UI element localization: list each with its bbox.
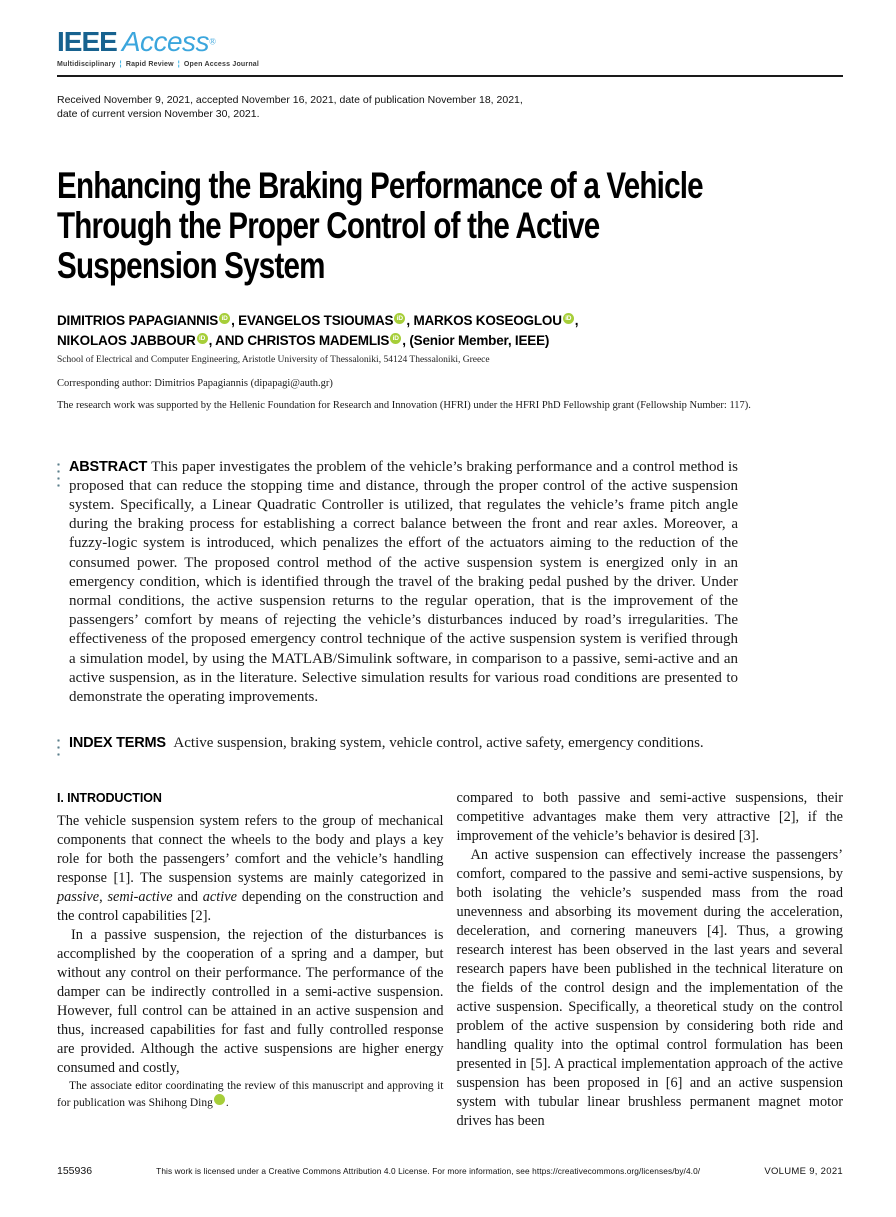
intro-paragraph-1: The vehicle suspension system refers to … (57, 812, 444, 926)
tagline-separator: ¦ (119, 61, 122, 68)
journal-tagline: Multidisciplinary ¦ Rapid Review ¦ Open Acce… (57, 61, 843, 68)
index-terms-section: INDEX TERMS Active suspension, braking s… (57, 734, 738, 758)
author-name: DIMITRIOS PAPAGIANNIS (57, 313, 219, 328)
index-terms-text: Active suspension, braking system, vehic… (173, 735, 704, 752)
paragraph-text: The vehicle suspension system refers to … (57, 813, 444, 887)
abstract-section: ABSTRACT This paper investigates the pro… (57, 458, 738, 708)
tagline-item: Multidisciplinary (57, 61, 116, 68)
emphasis-text: active (202, 889, 237, 906)
intro-paragraph-3: compared to both passive and semi-active… (456, 790, 844, 845)
paper-title: Enhancing the Braking Performance of a V… (57, 166, 843, 286)
ieee-access-logo: IEEE Access® (57, 26, 843, 58)
page-footer: 155936 This work is licensed under a Cre… (57, 1165, 843, 1177)
funding-note: The research work was supported by the H… (57, 400, 751, 411)
volume-label: VOLUME 9, 2021 (764, 1166, 843, 1177)
tagline-item: Open Access Journal (183, 61, 260, 68)
author-line: NIKOLAOS JABBOUR iD, AND CHRISTOS MADEMLI… (57, 331, 843, 351)
author-separator: , (574, 313, 579, 328)
author-name: CHRISTOS MADEMLIS (247, 333, 390, 348)
intro-paragraph-4: An active suspension can effectively inc… (456, 847, 844, 1130)
header-divider (57, 75, 843, 77)
emphasis-text: passive (57, 889, 100, 906)
intro-paragraph-2: In a passive suspension, the rejection o… (57, 927, 444, 1077)
title-line: Through the Proper Control of the Active (57, 205, 600, 246)
abstract-label: ABSTRACT (69, 458, 148, 475)
author-line: DIMITRIOS PAPAGIANNIS iD, EVANGELOS TSIOU… (57, 311, 843, 331)
index-terms-dotted-rule (57, 737, 60, 758)
paragraph-text: and (172, 889, 203, 906)
orcid-icon[interactable]: iD (562, 312, 574, 324)
left-column: I. INTRODUCTION The vehicle suspension s… (57, 789, 444, 1141)
section-heading-introduction: I. INTRODUCTION (57, 791, 162, 806)
author-name: MARKOS KOSEOGLOU (413, 313, 562, 328)
author-separator: , AND (208, 333, 248, 348)
orcid-icon[interactable]: iD (390, 332, 402, 344)
orcid-icon[interactable]: iD (213, 1094, 232, 1106)
title-line: Enhancing the Braking Performance of a V… (57, 165, 704, 206)
article-dates: Received November 9, 2021, accepted Nove… (57, 93, 843, 121)
tagline-item: Rapid Review (125, 61, 174, 68)
access-logo-text: Access (121, 26, 210, 57)
footnote-text: The associate editor coordinating the re… (57, 1080, 444, 1109)
dates-line: date of current version November 30, 202… (57, 108, 260, 120)
member-note: (Senior Member, IEEE) (409, 333, 550, 348)
author-separator: , (231, 313, 239, 328)
author-name: EVANGELOS TSIOUMAS (238, 313, 394, 328)
orcid-icon[interactable]: iD (394, 312, 406, 324)
orcid-icon[interactable]: iD (219, 312, 231, 324)
paragraph-text: , (99, 889, 108, 906)
orcid-icon[interactable]: iD (196, 332, 208, 344)
corresponding-author: Corresponding author: Dimitrios Papagian… (57, 378, 333, 389)
tagline-separator: ¦ (177, 61, 180, 68)
associate-editor-footnote: The associate editor coordinating the re… (57, 1078, 444, 1111)
abstract-dotted-rule (57, 460, 60, 488)
right-column: compared to both passive and semi-active… (457, 789, 844, 1141)
abstract-text: This paper investigates the problem of t… (69, 458, 738, 705)
journal-header: IEEE Access® Multidisciplinary ¦ Rapid Revi… (57, 26, 843, 77)
ieee-logo-text: IEEE (57, 26, 118, 57)
author-separator: , (402, 333, 410, 348)
author-name: NIKOLAOS JABBOUR (57, 333, 196, 348)
emphasis-text: semi-active (107, 889, 173, 906)
title-line: Suspension System (57, 245, 325, 286)
dates-line: Received November 9, 2021, accepted Nove… (57, 94, 523, 106)
author-affiliation: School of Electrical and Computer Engine… (57, 355, 490, 365)
registered-mark: ® (209, 36, 216, 47)
paragraph-text: depending on the construction and the co… (57, 889, 444, 925)
footnote-text: . (225, 1096, 229, 1109)
license-note[interactable]: This work is licensed under a Creative C… (156, 1166, 701, 1176)
body-columns: I. INTRODUCTION The vehicle suspension s… (57, 789, 843, 1141)
index-terms-label: INDEX TERMS (69, 735, 166, 752)
author-list: DIMITRIOS PAPAGIANNIS iD, EVANGELOS TSIOU… (57, 311, 843, 351)
page-number: 155936 (57, 1165, 93, 1177)
author-separator: , (406, 313, 414, 328)
